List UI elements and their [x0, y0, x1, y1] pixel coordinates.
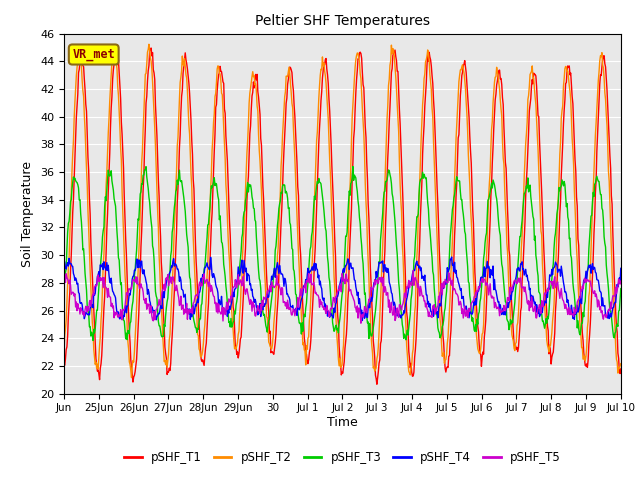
Line: pSHF_T5: pSHF_T5 [64, 270, 621, 323]
Text: VR_met: VR_met [72, 48, 115, 61]
pSHF_T4 [432, 311, 440, 316]
pSHF_T4 [276, 268, 284, 274]
pSHF_T2 [125, 359, 133, 365]
pSHF_T2 [617, 361, 625, 367]
pSHF_T4 [60, 265, 68, 271]
pSHF_T2 [145, 41, 153, 47]
pSHF_T4 [125, 291, 133, 297]
pSHF_T5 [617, 278, 625, 284]
pSHF_T2 [60, 349, 68, 355]
pSHF_T4 [448, 254, 456, 260]
pSHF_T3 [89, 337, 97, 343]
pSHF_T5 [276, 287, 284, 292]
pSHF_T3 [617, 286, 625, 291]
pSHF_T1 [401, 266, 409, 272]
pSHF_T1 [112, 43, 120, 48]
pSHF_T1 [126, 339, 134, 345]
pSHF_T4 [255, 309, 263, 315]
pSHF_T1 [617, 366, 625, 372]
pSHF_T2 [278, 152, 285, 157]
Title: Peltier SHF Temperatures: Peltier SHF Temperatures [255, 14, 430, 28]
pSHF_T4 [401, 310, 408, 316]
Line: pSHF_T1: pSHF_T1 [64, 46, 621, 384]
Y-axis label: Soil Temperature: Soil Temperature [22, 161, 35, 266]
pSHF_T1 [228, 287, 236, 292]
pSHF_T4 [617, 265, 625, 271]
pSHF_T5 [125, 287, 133, 293]
pSHF_T3 [228, 323, 236, 328]
pSHF_T3 [277, 190, 285, 195]
pSHF_T3 [349, 164, 356, 169]
pSHF_T3 [126, 320, 134, 326]
pSHF_T5 [60, 277, 68, 283]
pSHF_T3 [401, 334, 409, 339]
pSHF_T2 [229, 327, 237, 333]
Line: pSHF_T2: pSHF_T2 [64, 44, 621, 378]
Line: pSHF_T3: pSHF_T3 [64, 167, 621, 340]
pSHF_T1 [60, 361, 68, 367]
pSHF_T5 [401, 290, 408, 296]
pSHF_T3 [433, 310, 440, 315]
pSHF_T5 [357, 320, 365, 326]
pSHF_T5 [255, 309, 263, 314]
pSHF_T4 [228, 300, 236, 305]
pSHF_T1 [433, 167, 440, 172]
pSHF_T5 [433, 308, 440, 314]
Legend: pSHF_T1, pSHF_T2, pSHF_T3, pSHF_T4, pSHF_T5: pSHF_T1, pSHF_T2, pSHF_T3, pSHF_T4, pSHF… [119, 446, 566, 469]
pSHF_T3 [60, 283, 68, 288]
pSHF_T5 [410, 267, 417, 273]
X-axis label: Time: Time [327, 416, 358, 429]
pSHF_T4 [358, 318, 366, 324]
pSHF_T1 [277, 220, 285, 226]
pSHF_T1 [373, 382, 381, 387]
pSHF_T2 [127, 375, 135, 381]
pSHF_T2 [433, 219, 440, 225]
pSHF_T2 [401, 312, 409, 318]
pSHF_T5 [228, 296, 236, 301]
Line: pSHF_T4: pSHF_T4 [64, 257, 621, 321]
pSHF_T2 [257, 173, 264, 179]
pSHF_T1 [256, 111, 264, 117]
pSHF_T3 [256, 278, 264, 284]
